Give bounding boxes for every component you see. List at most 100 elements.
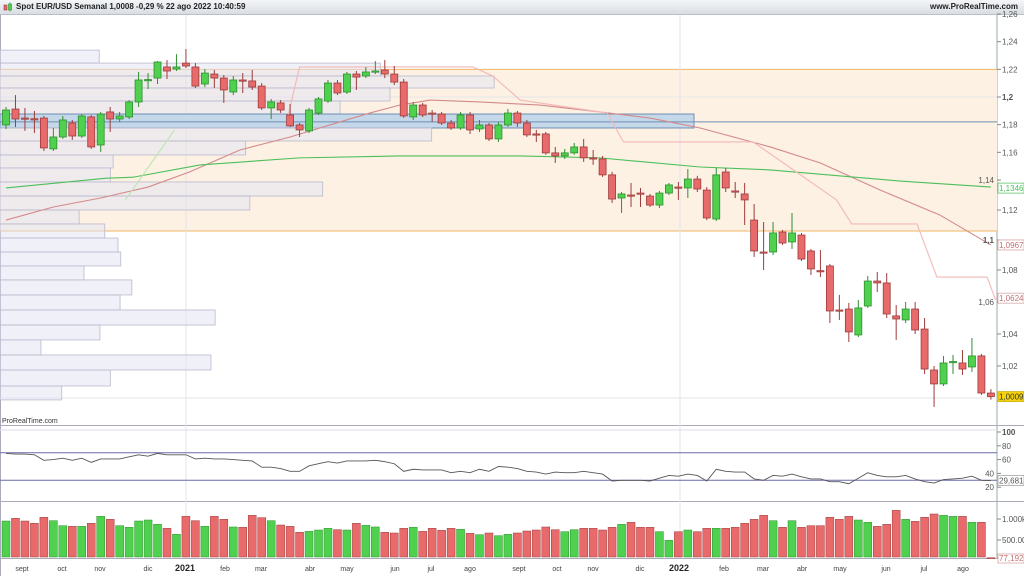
candle[interactable] xyxy=(475,119,484,132)
candle[interactable] xyxy=(844,302,853,342)
candle[interactable] xyxy=(494,121,503,142)
candle[interactable] xyxy=(816,250,825,278)
candle[interactable] xyxy=(986,389,995,400)
candle[interactable] xyxy=(229,75,238,96)
candle[interactable] xyxy=(21,107,29,131)
candle[interactable] xyxy=(371,61,380,75)
candle[interactable] xyxy=(854,299,863,338)
candle[interactable] xyxy=(797,232,806,261)
candle[interactable] xyxy=(96,111,105,152)
candle[interactable] xyxy=(58,115,67,139)
site-link[interactable]: www.ProRealTime.com xyxy=(929,2,1018,11)
candle[interactable] xyxy=(769,222,777,255)
candle[interactable] xyxy=(314,97,323,115)
candle[interactable] xyxy=(920,318,929,374)
candle[interactable] xyxy=(399,79,408,118)
candle[interactable] xyxy=(191,63,200,89)
candle[interactable] xyxy=(437,111,446,125)
candle[interactable] xyxy=(835,294,844,320)
candle[interactable] xyxy=(219,75,228,103)
candle[interactable] xyxy=(608,171,616,203)
candle[interactable] xyxy=(513,110,522,127)
candle[interactable] xyxy=(125,100,134,119)
candle[interactable] xyxy=(49,127,58,151)
candle[interactable] xyxy=(380,60,389,79)
candle[interactable] xyxy=(238,73,247,93)
candle[interactable] xyxy=(210,70,219,89)
candle[interactable] xyxy=(712,167,721,221)
candle[interactable] xyxy=(456,111,465,130)
candle[interactable] xyxy=(248,70,257,90)
candle[interactable] xyxy=(778,229,787,245)
candle[interactable] xyxy=(409,101,418,120)
candle[interactable] xyxy=(873,271,882,292)
candle[interactable] xyxy=(522,119,531,137)
candle[interactable] xyxy=(825,264,834,323)
candle[interactable] xyxy=(598,155,607,177)
candle[interactable] xyxy=(163,60,171,80)
candle[interactable] xyxy=(892,305,901,340)
candle[interactable] xyxy=(570,142,579,155)
candle[interactable] xyxy=(759,222,768,270)
candle[interactable] xyxy=(324,79,332,103)
candle[interactable] xyxy=(172,54,181,71)
candle[interactable] xyxy=(2,106,10,129)
candle[interactable] xyxy=(77,114,86,138)
candle[interactable] xyxy=(863,275,872,308)
candle[interactable] xyxy=(485,123,493,141)
candle[interactable] xyxy=(134,71,143,107)
candle[interactable] xyxy=(977,354,986,395)
candle[interactable] xyxy=(655,190,664,209)
candle[interactable] xyxy=(182,48,190,69)
candle[interactable] xyxy=(702,187,711,221)
candle[interactable] xyxy=(911,302,920,334)
candle[interactable] xyxy=(343,71,351,94)
candle[interactable] xyxy=(305,107,313,133)
candle[interactable] xyxy=(665,183,673,195)
candle[interactable] xyxy=(30,110,39,133)
candle[interactable] xyxy=(466,111,474,134)
candle[interactable] xyxy=(740,183,749,225)
candle[interactable] xyxy=(532,129,541,142)
candle[interactable] xyxy=(200,69,209,88)
candle[interactable] xyxy=(390,66,399,85)
candle[interactable] xyxy=(674,181,683,200)
candle[interactable] xyxy=(39,115,48,151)
candle[interactable] xyxy=(333,79,342,96)
candle[interactable] xyxy=(418,102,427,118)
candle[interactable] xyxy=(68,119,77,140)
candle[interactable] xyxy=(683,169,692,198)
candle[interactable] xyxy=(257,83,266,111)
candle[interactable] xyxy=(276,100,285,113)
candle[interactable] xyxy=(589,149,598,165)
candle[interactable] xyxy=(361,66,370,79)
candle[interactable] xyxy=(295,123,304,137)
candle[interactable] xyxy=(958,350,967,375)
candle[interactable] xyxy=(504,109,512,127)
candle[interactable] xyxy=(617,192,626,213)
candle[interactable] xyxy=(721,167,730,192)
candle[interactable] xyxy=(144,73,152,89)
candle[interactable] xyxy=(930,366,938,407)
candle[interactable] xyxy=(560,148,569,159)
candle[interactable] xyxy=(646,193,654,207)
candle[interactable] xyxy=(949,354,957,374)
candle[interactable] xyxy=(115,111,124,122)
candle[interactable] xyxy=(579,138,588,162)
candle[interactable] xyxy=(11,95,20,128)
candle[interactable] xyxy=(882,273,891,318)
candle[interactable] xyxy=(901,302,910,323)
candle[interactable] xyxy=(447,119,455,130)
candle[interactable] xyxy=(788,213,796,249)
candle[interactable] xyxy=(153,61,162,84)
candle[interactable] xyxy=(428,110,437,122)
candle[interactable] xyxy=(807,249,815,275)
candle[interactable] xyxy=(750,204,759,257)
candle[interactable] xyxy=(286,104,295,128)
candle[interactable] xyxy=(939,355,948,386)
candle[interactable] xyxy=(551,146,560,163)
candle[interactable] xyxy=(87,114,96,149)
candle[interactable] xyxy=(352,70,361,90)
candle[interactable] xyxy=(731,181,740,198)
